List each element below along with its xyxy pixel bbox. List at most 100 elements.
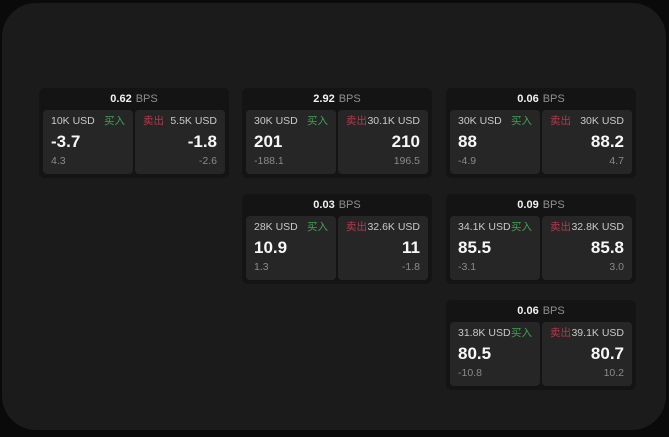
buy-panel[interactable]: 10K USD 买入 -3.7 4.3	[43, 110, 133, 174]
bps-header: 2.92 BPS	[242, 88, 432, 110]
buy-panel[interactable]: 30K USD 买入 88 -4.9	[450, 110, 540, 174]
buy-price: 88	[458, 131, 477, 151]
bps-header: 0.09 BPS	[446, 194, 636, 216]
sell-change: -2.6	[198, 155, 217, 167]
quote-panels: 10K USD 买入 -3.7 4.3 卖出 5.5K USD -1.8 -2.…	[39, 110, 229, 178]
quotes-board: 0.62 BPS 10K USD 买入 -3.7 4.3 卖出 5.5K USD…	[2, 3, 666, 430]
spread-card: 0.03 BPS 28K USD 买入 10.9 1.3 卖出 32.6K US…	[242, 194, 432, 284]
buy-price: 201	[254, 131, 283, 151]
sell-amount: 39.1K USD	[571, 327, 624, 339]
sell-price: 11	[402, 237, 420, 257]
sell-label: 卖出	[346, 115, 367, 127]
sell-change: 4.7	[609, 155, 624, 167]
buy-amount: 10K USD	[51, 115, 95, 127]
panel-label-row: 30K USD 买入	[254, 115, 328, 128]
sell-panel[interactable]: 卖出 30K USD 88.2 4.7	[542, 110, 632, 174]
sell-change: -1.8	[401, 261, 420, 273]
sell-price: 210	[391, 131, 420, 151]
bps-unit-label: BPS	[338, 93, 361, 105]
bps-value: 0.62	[110, 93, 132, 105]
buy-change: -10.8	[458, 367, 482, 379]
buy-price: 10.9	[254, 237, 288, 257]
sell-amount: 30.1K USD	[367, 115, 420, 127]
buy-label: 买入	[307, 221, 328, 233]
buy-panel[interactable]: 30K USD 买入 201 -188.1	[246, 110, 336, 174]
spread-card: 0.09 BPS 34.1K USD 买入 85.5 -3.1 卖出 32.8K…	[446, 194, 636, 284]
bps-header: 0.06 BPS	[446, 300, 636, 322]
sell-label: 卖出	[550, 115, 571, 127]
sell-amount: 30K USD	[580, 115, 624, 127]
spread-card: 0.06 BPS 30K USD 买入 88 -4.9 卖出 30K USD 8…	[446, 88, 636, 178]
spread-card: 0.06 BPS 31.8K USD 买入 80.5 -10.8 卖出 39.1…	[446, 300, 636, 390]
buy-label: 买入	[307, 115, 328, 127]
sell-amount: 5.5K USD	[170, 115, 217, 127]
bps-unit-label: BPS	[542, 305, 565, 317]
panel-label-row: 卖出 32.6K USD	[346, 221, 420, 234]
sell-label: 卖出	[550, 221, 571, 233]
buy-amount: 30K USD	[254, 115, 298, 127]
sell-label: 卖出	[550, 327, 571, 339]
sell-price: 88.2	[590, 131, 624, 151]
panel-label-row: 34.1K USD 买入	[458, 221, 532, 234]
sell-price: 85.8	[590, 237, 624, 257]
panel-label-row: 卖出 30K USD	[550, 115, 624, 128]
bps-value: 0.03	[313, 199, 335, 211]
bps-unit-label: BPS	[542, 199, 565, 211]
buy-label: 买入	[104, 115, 125, 127]
bps-value: 0.06	[517, 305, 539, 317]
sell-change: 10.2	[603, 367, 624, 379]
buy-change: -188.1	[254, 155, 284, 167]
sell-panel[interactable]: 卖出 39.1K USD 80.7 10.2	[542, 322, 632, 386]
panel-label-row: 卖出 5.5K USD	[143, 115, 217, 128]
buy-panel[interactable]: 31.8K USD 买入 80.5 -10.8	[450, 322, 540, 386]
buy-price: 80.5	[458, 343, 492, 363]
buy-change: 4.3	[51, 155, 66, 167]
panel-label-row: 卖出 39.1K USD	[550, 327, 624, 340]
bps-value: 2.92	[313, 93, 335, 105]
sell-label: 卖出	[143, 115, 164, 127]
quote-panels: 30K USD 买入 88 -4.9 卖出 30K USD 88.2 4.7	[446, 110, 636, 178]
buy-change: -3.1	[458, 261, 477, 273]
sell-amount: 32.6K USD	[367, 221, 420, 233]
panel-label-row: 30K USD 买入	[458, 115, 532, 128]
buy-price: 85.5	[458, 237, 492, 257]
buy-amount: 30K USD	[458, 115, 502, 127]
bps-value: 0.06	[517, 93, 539, 105]
buy-label: 买入	[511, 327, 532, 339]
bps-header: 0.62 BPS	[39, 88, 229, 110]
spread-card: 2.92 BPS 30K USD 买入 201 -188.1 卖出 30.1K …	[242, 88, 432, 178]
buy-change: -4.9	[458, 155, 477, 167]
buy-panel[interactable]: 34.1K USD 买入 85.5 -3.1	[450, 216, 540, 280]
sell-panel[interactable]: 卖出 5.5K USD -1.8 -2.6	[135, 110, 225, 174]
quote-panels: 30K USD 买入 201 -188.1 卖出 30.1K USD 210 1…	[242, 110, 432, 178]
bps-unit-label: BPS	[338, 199, 361, 211]
panel-label-row: 28K USD 买入	[254, 221, 328, 234]
buy-label: 买入	[511, 115, 532, 127]
bps-header: 0.03 BPS	[242, 194, 432, 216]
panel-label-row: 卖出 32.8K USD	[550, 221, 624, 234]
panel-label-row: 10K USD 买入	[51, 115, 125, 128]
sell-panel[interactable]: 卖出 32.6K USD 11 -1.8	[338, 216, 428, 280]
sell-panel[interactable]: 卖出 30.1K USD 210 196.5	[338, 110, 428, 174]
sell-panel[interactable]: 卖出 32.8K USD 85.8 3.0	[542, 216, 632, 280]
bps-value: 0.09	[517, 199, 539, 211]
sell-change: 3.0	[609, 261, 624, 273]
sell-change: 196.5	[393, 155, 420, 167]
sell-amount: 32.8K USD	[571, 221, 624, 233]
quote-panels: 28K USD 买入 10.9 1.3 卖出 32.6K USD 11 -1.8	[242, 216, 432, 284]
panel-label-row: 卖出 30.1K USD	[346, 115, 420, 128]
buy-panel[interactable]: 28K USD 买入 10.9 1.3	[246, 216, 336, 280]
buy-price: -3.7	[51, 131, 81, 151]
sell-label: 卖出	[346, 221, 367, 233]
bps-unit-label: BPS	[542, 93, 565, 105]
buy-amount: 31.8K USD	[458, 327, 511, 339]
sell-price: 80.7	[590, 343, 624, 363]
spread-card: 0.62 BPS 10K USD 买入 -3.7 4.3 卖出 5.5K USD…	[39, 88, 229, 178]
bps-unit-label: BPS	[135, 93, 158, 105]
buy-change: 1.3	[254, 261, 269, 273]
quote-panels: 34.1K USD 买入 85.5 -3.1 卖出 32.8K USD 85.8…	[446, 216, 636, 284]
panel-label-row: 31.8K USD 买入	[458, 327, 532, 340]
sell-price: -1.8	[187, 131, 217, 151]
buy-amount: 34.1K USD	[458, 221, 511, 233]
quote-panels: 31.8K USD 买入 80.5 -10.8 卖出 39.1K USD 80.…	[446, 322, 636, 390]
